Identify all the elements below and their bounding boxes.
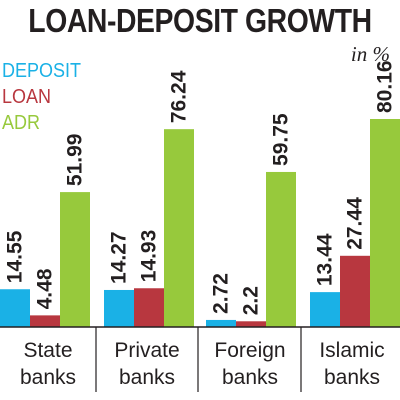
- category-label: banks: [119, 366, 175, 389]
- data-label-loan: 27.44: [344, 197, 367, 250]
- bar-adr: [60, 192, 90, 327]
- data-label-adr: 76.24: [168, 70, 191, 123]
- bar-deposit: [310, 292, 340, 327]
- data-label-adr: 80.16: [374, 60, 397, 113]
- legend-item-loan: LOAN: [2, 86, 52, 108]
- bar-adr: [164, 129, 194, 327]
- data-label-loan: 4.48: [34, 268, 57, 309]
- category-label: banks: [222, 366, 278, 389]
- bar-adr: [266, 171, 296, 327]
- category-label: State: [23, 339, 72, 362]
- bar-adr: [370, 119, 400, 327]
- bar-loan: [236, 321, 266, 327]
- data-label-deposit: 13.44: [314, 233, 337, 286]
- data-label-deposit: 14.55: [4, 230, 27, 283]
- legend-item-deposit: DEPOSIT: [2, 60, 82, 82]
- data-label-adr: 59.75: [270, 113, 293, 166]
- category-label: banks: [20, 366, 76, 389]
- data-label-deposit: 2.72: [210, 273, 233, 314]
- bar-loan: [30, 315, 60, 327]
- bar-deposit: [0, 289, 30, 327]
- category-label: Private: [114, 339, 179, 362]
- data-label-loan: 14.93: [138, 230, 161, 283]
- category-label: Islamic: [319, 339, 384, 362]
- category-label: banks: [324, 366, 380, 389]
- bar-deposit: [104, 289, 134, 327]
- legend: DEPOSIT LOAN ADR: [2, 58, 90, 136]
- data-label-adr: 51.99: [64, 134, 87, 187]
- chart-title: LOAN-DEPOSIT GROWTH: [28, 2, 372, 39]
- bar-loan: [340, 255, 370, 327]
- data-label-loan: 2.2: [240, 286, 263, 315]
- bar-deposit: [206, 319, 236, 327]
- category-label: Foreign: [214, 339, 285, 362]
- data-label-deposit: 14.27: [108, 231, 131, 284]
- legend-item-adr: ADR: [2, 112, 41, 134]
- bar-loan: [134, 288, 164, 327]
- unit-label: in %: [350, 42, 390, 66]
